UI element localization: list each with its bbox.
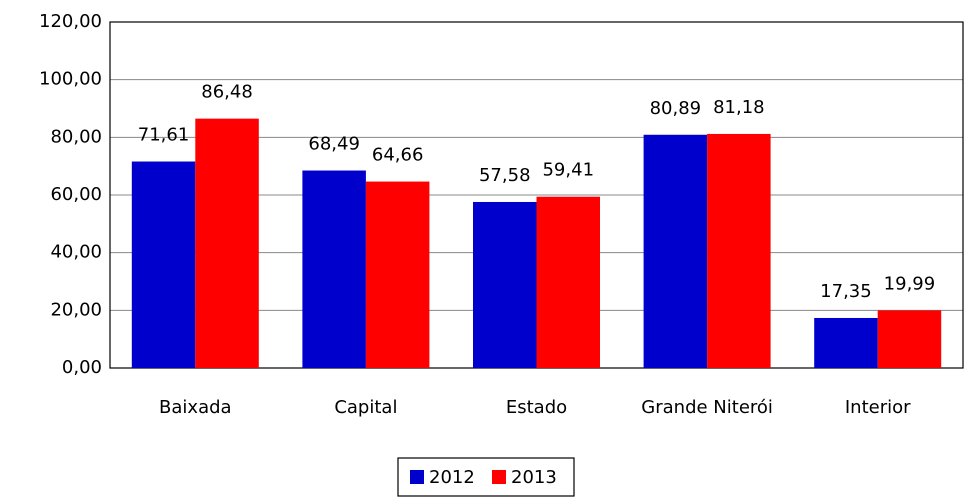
x-tick-label: Estado bbox=[506, 397, 567, 418]
data-label: 86,48 bbox=[201, 82, 253, 103]
y-tick-label: 40,00 bbox=[50, 242, 102, 263]
data-label: 57,58 bbox=[479, 165, 531, 186]
data-label: 17,35 bbox=[820, 281, 872, 302]
bar bbox=[302, 170, 366, 368]
bar bbox=[536, 196, 600, 368]
bar bbox=[473, 201, 537, 368]
x-tick-label: Interior bbox=[845, 397, 911, 418]
legend-swatch bbox=[492, 470, 506, 484]
bar bbox=[877, 310, 942, 368]
data-label: 80,89 bbox=[650, 98, 702, 119]
data-label: 71,61 bbox=[138, 125, 190, 146]
data-label: 68,49 bbox=[308, 134, 360, 155]
y-tick-label: 20,00 bbox=[50, 299, 102, 320]
y-tick-label: 120,00 bbox=[39, 11, 102, 32]
legend-box bbox=[397, 457, 575, 497]
bar bbox=[814, 317, 878, 368]
bar bbox=[195, 118, 259, 369]
bar bbox=[707, 133, 771, 368]
x-tick-label: Grande Niterói bbox=[641, 397, 773, 418]
data-label: 59,41 bbox=[542, 160, 594, 181]
bar bbox=[131, 161, 196, 368]
data-label: 64,66 bbox=[372, 145, 424, 166]
y-tick-label: 80,00 bbox=[50, 126, 102, 147]
y-tick-label: 60,00 bbox=[50, 184, 102, 205]
data-label: 81,18 bbox=[713, 97, 765, 118]
legend-label: 2013 bbox=[511, 467, 557, 488]
bar bbox=[365, 181, 430, 368]
y-tick-label: 100,00 bbox=[39, 69, 102, 90]
y-tick-label: 0,00 bbox=[62, 357, 102, 378]
data-label: 19,99 bbox=[884, 273, 936, 294]
legend-label: 2012 bbox=[429, 467, 475, 488]
x-tick-label: Capital bbox=[334, 397, 397, 418]
legend-swatch bbox=[410, 470, 424, 484]
bar bbox=[643, 134, 708, 368]
x-tick-label: Baixada bbox=[159, 397, 232, 418]
